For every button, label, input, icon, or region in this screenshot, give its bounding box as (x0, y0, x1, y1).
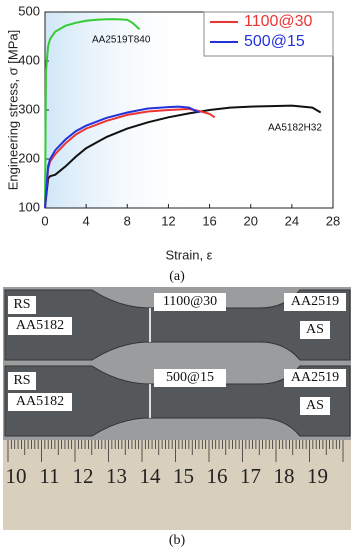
y-tick-label: 500 (18, 3, 40, 18)
label-box (8, 372, 36, 390)
y-tick-label: 200 (18, 150, 40, 165)
curve-annotation: AA5182H32 (268, 123, 322, 134)
label-box (8, 296, 36, 314)
ruler-number: 10 (6, 464, 27, 488)
curve-annotation: AA2519T840 (92, 35, 151, 46)
x-tick-label: 4 (83, 213, 90, 228)
x-axis-title: Strain, ε (166, 247, 213, 262)
specimen-label: AS (306, 398, 324, 413)
data-line (44, 18, 141, 209)
label-box (8, 317, 72, 335)
specimen-label: 500@15 (166, 370, 214, 385)
label-box (154, 369, 226, 387)
label-box (300, 397, 330, 415)
y-tick-label: 100 (18, 199, 40, 214)
ruler-number: 18 (274, 464, 295, 488)
specimen-label: AA5182 (16, 394, 64, 409)
legend-label: 1100@30 (244, 13, 313, 30)
x-tick-label: 8 (124, 213, 131, 228)
specimen-label: RS (13, 373, 30, 388)
x-tick-label: 0 (41, 213, 48, 228)
x-tick-label: 16 (202, 213, 216, 228)
specimen (4, 365, 351, 437)
specimen-label: 1100@30 (163, 294, 217, 309)
label-box (284, 293, 346, 311)
ruler-number: 15 (173, 464, 194, 488)
legend-box (203, 11, 334, 57)
y-tick-label: 400 (18, 52, 40, 67)
x-tick-label: 20 (243, 213, 257, 228)
label-box (154, 293, 226, 311)
specimen-label: AA2519 (291, 370, 339, 385)
specimen-label: RS (13, 297, 30, 312)
legend-label: 500@15 (244, 33, 305, 50)
panel-label: (a) (169, 269, 185, 284)
ruler-number: 14 (140, 464, 162, 488)
specimen-label: AA5182 (16, 318, 64, 333)
label-box (284, 369, 346, 387)
x-tick-label: 24 (285, 213, 299, 228)
x-tick-label: 12 (161, 213, 175, 228)
y-tick-label: 300 (18, 101, 40, 116)
ruler-number: 11 (39, 464, 59, 488)
x-tick-label: 28 (326, 213, 340, 228)
panel-label: (b) (169, 533, 186, 548)
ruler-number: 16 (207, 464, 228, 488)
specimen (4, 289, 351, 361)
ruler-number: 12 (73, 464, 94, 488)
specimen-label: AS (306, 322, 324, 337)
ruler-number: 17 (240, 464, 261, 488)
ruler-number: 19 (307, 464, 328, 488)
data-line (44, 105, 200, 209)
label-box (8, 393, 72, 411)
ruler-number: 13 (106, 464, 127, 488)
specimen-label: AA2519 (291, 294, 339, 309)
y-axis-title: Engineering stress, σ [MPa] (5, 30, 20, 190)
data-line (44, 104, 322, 209)
label-box (300, 321, 330, 339)
